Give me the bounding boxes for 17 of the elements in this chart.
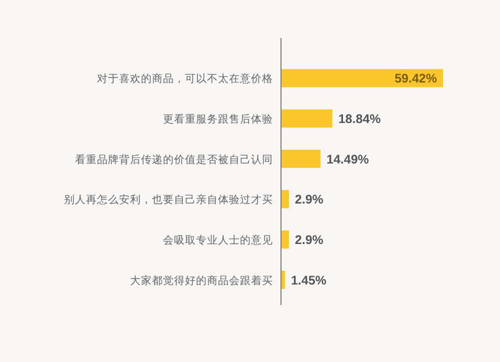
bar — [281, 190, 289, 208]
bar — [281, 150, 321, 168]
data-label: 59.42% — [394, 72, 437, 86]
y-tick-label: 对于喜欢的商品，可以不太在意价格 — [97, 72, 273, 86]
y-tick-label: 看重品牌背后传递的价值是否被自己认同 — [75, 152, 273, 166]
data-label: 14.49% — [326, 152, 369, 166]
data-label: 2.9% — [294, 233, 324, 247]
y-tick-label: 大家都觉得好的商品会跟着买 — [130, 274, 273, 287]
bar — [281, 69, 443, 88]
y-tick-label: 更看重服务跟售后体验 — [163, 112, 273, 126]
y-tick-label: 会吸取专业人士的意见 — [163, 234, 273, 246]
bar — [281, 230, 289, 249]
y-tick-label: 别人再怎么安利，也要自己亲自体验过才买 — [64, 193, 273, 206]
data-label: 1.45% — [290, 273, 326, 288]
bar — [281, 109, 332, 128]
data-label: 2.9% — [294, 192, 324, 207]
data-label: 18.84% — [338, 112, 381, 126]
